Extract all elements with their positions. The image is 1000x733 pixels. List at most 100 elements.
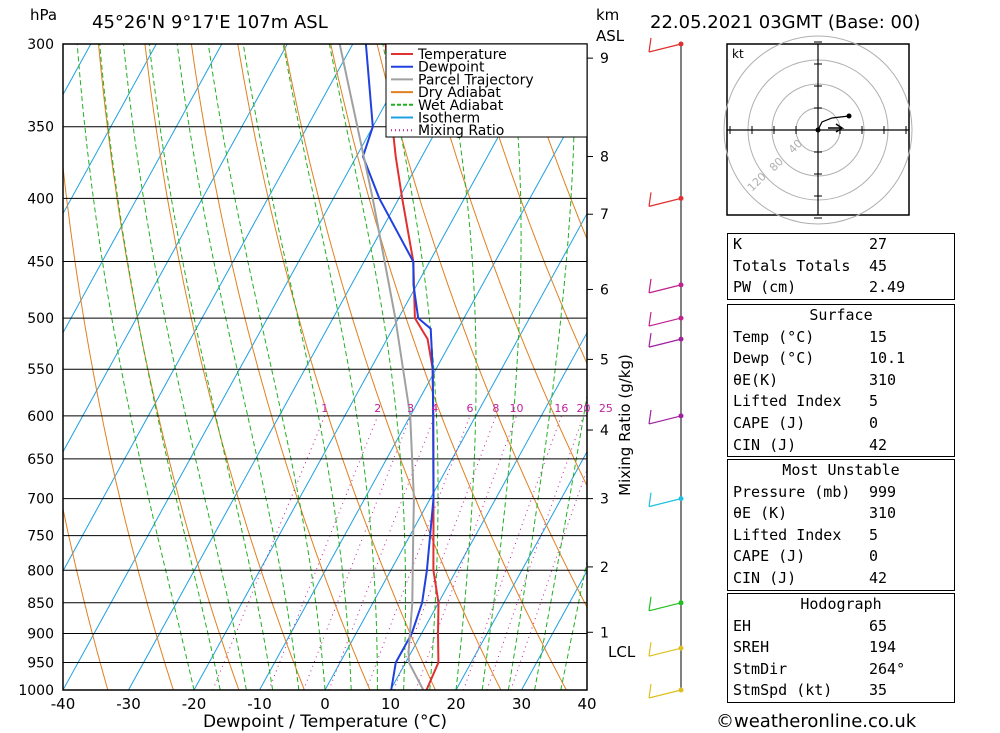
hodograph-endpoint [846, 113, 852, 119]
surface-li-label: Lifted Index [733, 392, 842, 411]
stmspd-value: 35 [869, 681, 888, 700]
temperature-tick-label: -20 [182, 695, 207, 713]
mu-thetae-value: 310 [869, 504, 897, 523]
wet-adiabat-line [99, 44, 221, 690]
km-tick-label: 6 [600, 282, 609, 298]
mixing-ratio-line [510, 468, 587, 690]
k-index-value: 27 [869, 235, 888, 253]
k-index-label: K [733, 235, 743, 253]
surface-temp-label: Temp (°C) [733, 327, 815, 346]
parcel-trajectory [338, 44, 425, 690]
pw-value: 2.49 [869, 278, 906, 297]
stmdir-label: StmDir [733, 659, 788, 678]
isotherm-line [390, 331, 587, 690]
km-tick-label: 9 [600, 51, 609, 67]
stmspd-label: StmSpd (kt) [733, 681, 833, 700]
pressure-tick-label: 450 [27, 255, 54, 271]
mu-cape-label: CAPE (J) [733, 547, 806, 566]
wet-adiabat-line [560, 559, 587, 690]
mixing-ratio-label: 1 [321, 402, 328, 415]
stmdir-value: 264° [869, 659, 906, 678]
wind-barb [648, 197, 682, 207]
wind-barb [648, 43, 682, 53]
wind-barb [648, 338, 682, 348]
mixing-ratio-label: 10 [510, 402, 524, 415]
mixing-ratio-label: 2 [374, 402, 381, 415]
pressure-tick-label: 800 [27, 563, 54, 579]
pressure-tick-label: 750 [27, 529, 54, 545]
mixing-ratio-label: 20 [576, 402, 590, 415]
dewpoint-profile [361, 44, 435, 690]
wind-barb-flag [648, 492, 652, 507]
legend-label: Dewpoint [418, 60, 485, 76]
pressure-tick-label: 950 [27, 655, 54, 671]
surface-dewp-label: Dewp (°C) [733, 349, 815, 368]
mu-pressure-label: Pressure (mb) [733, 482, 851, 501]
pressure-tick-label: 550 [27, 362, 54, 378]
wet-adiabat-line [176, 44, 300, 690]
dry-adiabat-line [330, 44, 567, 690]
dry-adiabat-line [190, 44, 371, 690]
legend-label: Mixing Ratio [418, 123, 504, 139]
legend-label: Dry Adiabat [418, 85, 501, 101]
km-tick-label: 1 [600, 625, 609, 641]
surface-thetae-label: θE(K) [733, 370, 779, 389]
surface-cape-value: 0 [869, 413, 879, 432]
mu-cin-label: CIN (J) [733, 568, 797, 587]
sreh-value: 194 [869, 638, 897, 657]
temperature-tick-label: 10 [381, 695, 400, 713]
surface-table: Surface Temp (°C) 15 Dewp (°C) 10.1 θE(K) 3… [727, 304, 955, 458]
pressure-tick-label: 900 [27, 626, 54, 642]
location-title: 45°26'N 9°17'E 107m ASL [92, 12, 328, 33]
wet-adiabat-line [242, 44, 352, 690]
mu-li-value: 5 [869, 525, 879, 544]
plot-frame [62, 43, 588, 691]
dry-adiabat-line [63, 506, 109, 690]
copyright-footer[interactable]: ©weatheronline.co.uk [716, 711, 917, 732]
mixing-ratio-label: 4 [431, 402, 438, 415]
asl-label: ASL [596, 27, 625, 45]
mu-thetae-label: θE (K) [733, 504, 788, 523]
wind-barb [648, 647, 682, 657]
wet-adiabat-line [76, 44, 195, 690]
pressure-tick-label: 300 [27, 37, 54, 53]
hodograph-trace [817, 115, 850, 131]
mixing-ratio-label: 16 [554, 402, 568, 415]
dry-adiabat-line [981, 44, 1000, 690]
surface-dewp-value: 10.1 [869, 349, 906, 368]
pressure-tick-label: 400 [27, 191, 54, 207]
wet-adiabat-line [148, 44, 274, 690]
wind-barb-flag [648, 192, 652, 207]
wind-barb-flag [648, 596, 652, 611]
hpa-label: hPa [30, 6, 57, 24]
isotherm-line [128, 44, 485, 690]
wet-adiabat-line [207, 44, 326, 690]
temperature-tick-label: -30 [116, 695, 141, 713]
dry-adiabat-line [376, 44, 587, 609]
wet-adiabat-line [481, 44, 522, 690]
km-tick-label: 4 [600, 423, 609, 439]
mixing-ratio-line [303, 415, 412, 690]
wet-adiabat-line [328, 44, 406, 690]
mixing-ratio-line [365, 415, 471, 690]
pressure-tick-label: 700 [27, 492, 54, 508]
mixing-ratio-line [486, 415, 584, 690]
mixing-ratio-line [463, 415, 562, 690]
wind-barb-flag [648, 409, 652, 424]
wind-barb [648, 284, 682, 294]
isotherm-line [324, 212, 587, 690]
mu-li-label: Lifted Index [733, 525, 842, 544]
hodograph-table: Hodograph EH 65 SREH 194 StmDir 264° StmSpd… [727, 593, 955, 703]
hodograph-origin [815, 127, 821, 133]
pressure-tick-label: 1000 [18, 683, 54, 699]
surface-cin-value: 42 [869, 435, 888, 454]
hodograph-ring [723, 35, 913, 225]
surface-li-value: 5 [869, 392, 879, 411]
mixing-ratio-label: 3 [407, 402, 414, 415]
legend-label: Parcel Trajectory [418, 72, 534, 88]
pressure-tick-label: 600 [27, 409, 54, 425]
isotherm-line [259, 93, 587, 690]
wet-adiabat-line [443, 44, 477, 690]
lcl-label: LCL [608, 643, 636, 661]
